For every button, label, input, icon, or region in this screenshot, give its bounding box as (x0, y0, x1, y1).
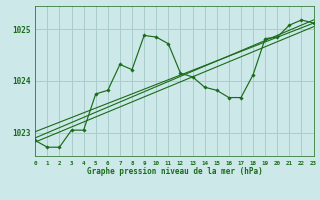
X-axis label: Graphe pression niveau de la mer (hPa): Graphe pression niveau de la mer (hPa) (86, 167, 262, 176)
